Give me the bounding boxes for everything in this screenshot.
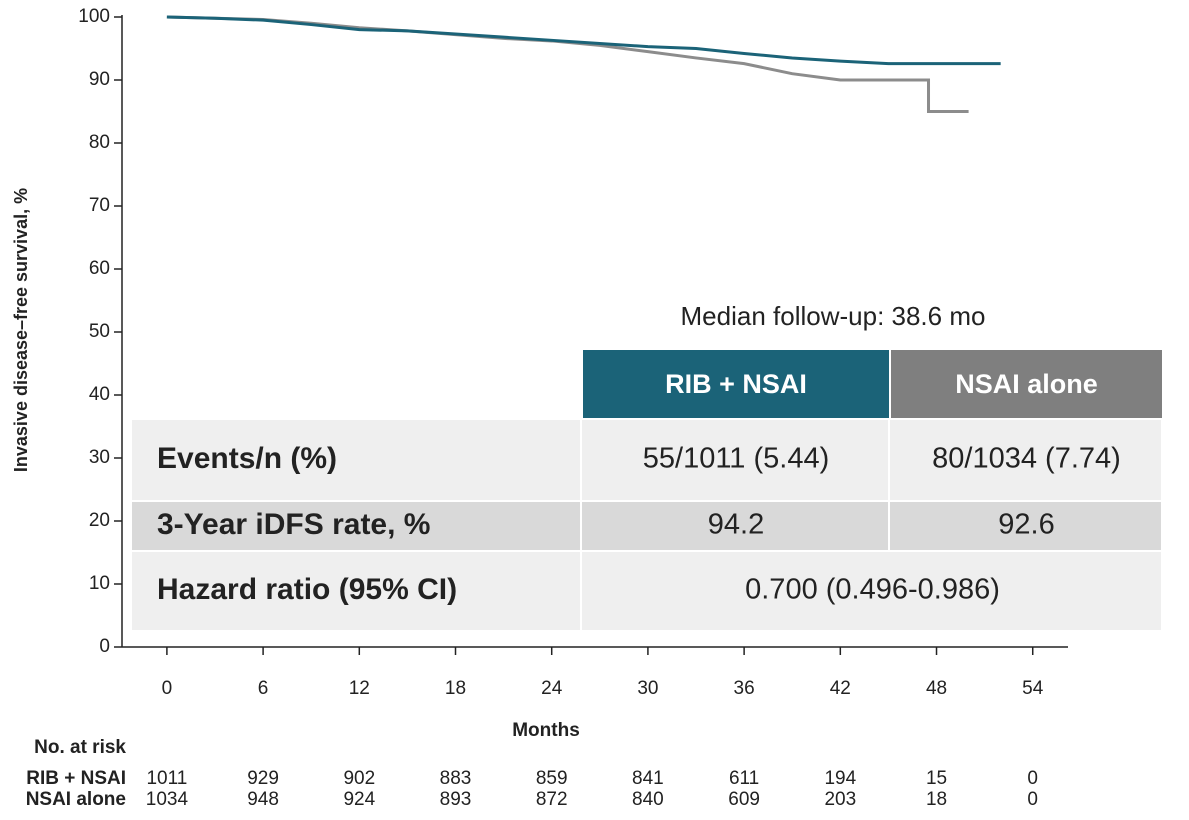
at-risk-value: 924 bbox=[343, 789, 375, 810]
at-risk-value: 872 bbox=[536, 789, 568, 810]
at-risk-value: 948 bbox=[247, 789, 279, 810]
at-risk-value: 859 bbox=[536, 768, 568, 789]
at-risk-value: 902 bbox=[343, 768, 375, 789]
x-tick-label: 0 bbox=[162, 678, 173, 699]
x-tick-label: 18 bbox=[445, 678, 466, 699]
at-risk-value: 194 bbox=[824, 768, 856, 789]
x-tick-label: 12 bbox=[349, 678, 370, 699]
survival-curve bbox=[166, 15, 969, 113]
at-risk-value: 929 bbox=[247, 768, 279, 789]
at-risk-value: 1034 bbox=[146, 789, 189, 810]
at-risk-legend: NSAI alone bbox=[26, 789, 126, 810]
header-cell bbox=[891, 350, 1162, 418]
x-tick-label: 42 bbox=[830, 678, 851, 699]
annotation: Median follow-up: 38.6 mo bbox=[681, 301, 986, 331]
table-cell bbox=[132, 552, 580, 630]
x-tick-label: 54 bbox=[1022, 678, 1044, 699]
table-cell bbox=[132, 420, 580, 500]
at-risk-legend: RIB + NSAI bbox=[26, 768, 126, 789]
at-risk-value: 203 bbox=[824, 789, 856, 810]
cell-value: 0.700 (0.496-0.986) bbox=[745, 574, 1000, 606]
header-cell bbox=[583, 350, 889, 418]
y-tick-label: 90 bbox=[89, 69, 110, 90]
table-cell bbox=[582, 420, 888, 500]
table-cell bbox=[890, 420, 1161, 500]
table-cell bbox=[582, 502, 888, 550]
survival-curve bbox=[166, 15, 1001, 66]
y-tick-label: 50 bbox=[89, 321, 110, 342]
y-tick-label: 70 bbox=[89, 195, 110, 216]
at-risk-value: 840 bbox=[632, 789, 664, 810]
at-risk-value: 611 bbox=[729, 768, 759, 789]
x-tick-label: 6 bbox=[258, 678, 269, 699]
cell-value: 80/1034 (7.74) bbox=[932, 443, 1121, 475]
row-label: Events/n (%) bbox=[157, 442, 337, 475]
x-tick-label: 36 bbox=[734, 678, 755, 699]
y-tick-label: 60 bbox=[89, 258, 110, 279]
at-risk-value: 15 bbox=[926, 768, 947, 789]
table-cell bbox=[132, 502, 580, 550]
at-risk-value: 893 bbox=[440, 789, 472, 810]
y-tick-label: 100 bbox=[78, 6, 110, 27]
header-text: RIB + NSAI bbox=[665, 369, 807, 399]
at-risk-value: 18 bbox=[926, 789, 947, 810]
at-risk-value: 609 bbox=[728, 789, 760, 810]
at-risk-value: 0 bbox=[1027, 789, 1038, 810]
x-tick-label: 24 bbox=[541, 678, 563, 699]
x-axis-label: Months bbox=[512, 720, 580, 741]
row-label: 3-Year iDFS rate, % bbox=[157, 508, 430, 541]
table-cell bbox=[582, 552, 1161, 630]
y-tick-label: 10 bbox=[89, 573, 110, 594]
x-tick-label: 30 bbox=[637, 678, 658, 699]
y-tick-label: 20 bbox=[89, 510, 110, 531]
y-tick-label: 0 bbox=[99, 636, 110, 657]
row-label: Hazard ratio (95% CI) bbox=[157, 573, 457, 606]
at-risk-value: 1011 bbox=[146, 768, 187, 789]
cell-value: 55/1011 (5.44) bbox=[643, 443, 830, 475]
x-tick-label: 48 bbox=[926, 678, 947, 699]
y-tick-label: 80 bbox=[89, 132, 110, 153]
at-risk-value: 0 bbox=[1027, 768, 1038, 789]
y-axis-label: Invasive disease–free survival, % bbox=[11, 188, 31, 472]
y-tick-label: 30 bbox=[89, 447, 110, 468]
y-tick-label: 40 bbox=[89, 384, 110, 405]
at-risk-value: 883 bbox=[440, 768, 472, 789]
at-risk-value: 841 bbox=[632, 768, 664, 789]
table-cell bbox=[890, 502, 1161, 550]
cell-value: 94.2 bbox=[708, 509, 764, 541]
at-risk-title: No. at risk bbox=[34, 737, 126, 758]
cell-value: 92.6 bbox=[998, 509, 1054, 541]
header-text: NSAI alone bbox=[955, 369, 1098, 399]
